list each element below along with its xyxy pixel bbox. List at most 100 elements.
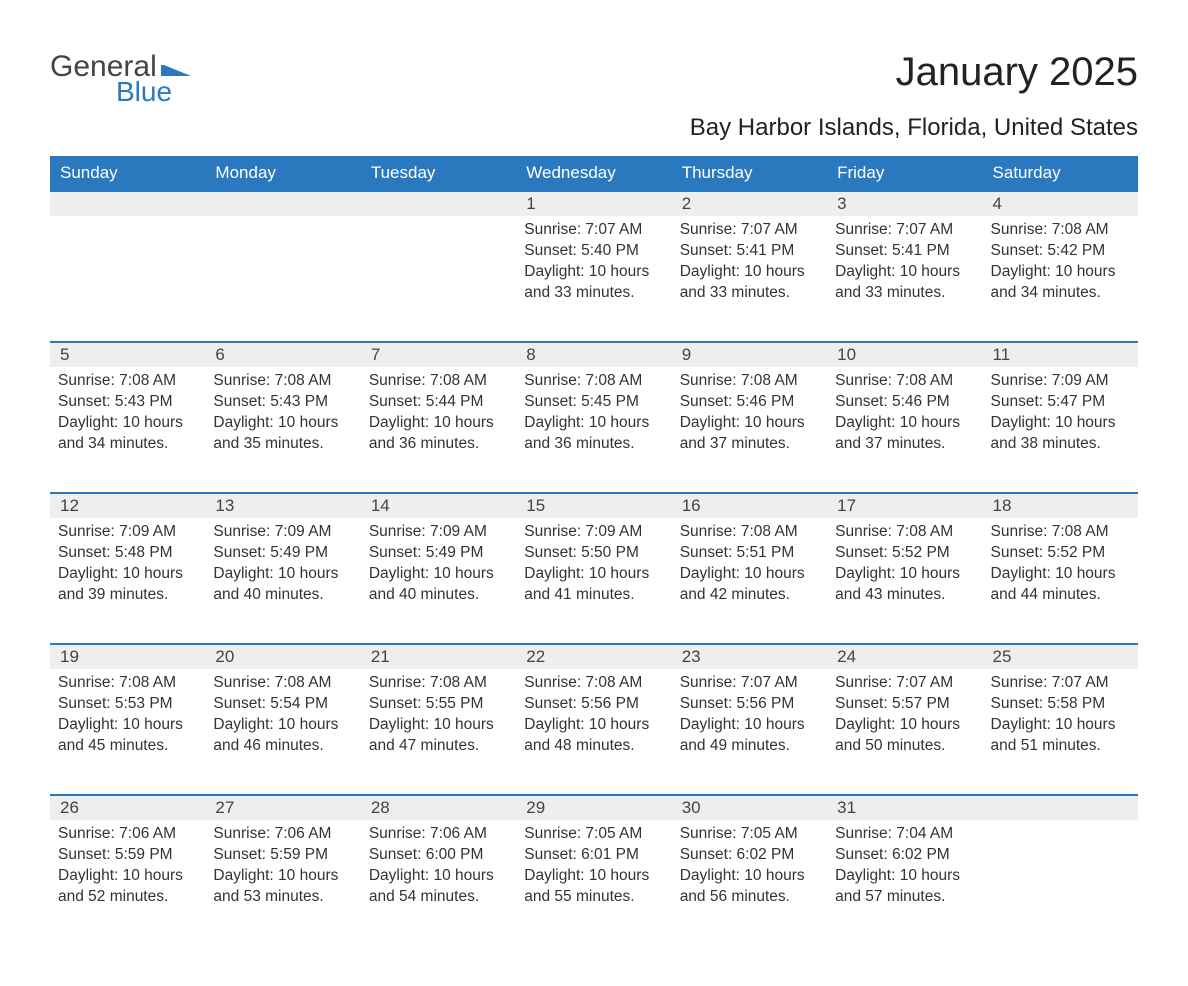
day-details: Sunrise: 7:05 AMSunset: 6:02 PMDaylight:… — [680, 820, 819, 908]
day-number-cell: 28 — [361, 795, 516, 820]
sunrise-line: Sunrise: 7:09 AM — [58, 522, 197, 543]
day-content-cell: Sunrise: 7:08 AMSunset: 5:53 PMDaylight:… — [50, 669, 205, 795]
day-content-cell: Sunrise: 7:09 AMSunset: 5:50 PMDaylight:… — [516, 518, 671, 644]
daylight-line: Daylight: 10 hours and 34 minutes. — [991, 262, 1130, 304]
day-details: Sunrise: 7:08 AMSunset: 5:54 PMDaylight:… — [213, 669, 352, 757]
day-number-cell: 6 — [205, 342, 360, 367]
sunrise-line: Sunrise: 7:07 AM — [524, 220, 663, 241]
day-content-cell: Sunrise: 7:08 AMSunset: 5:46 PMDaylight:… — [827, 367, 982, 493]
day-number-cell: 17 — [827, 493, 982, 518]
sunrise-line: Sunrise: 7:08 AM — [213, 673, 352, 694]
day-number-cell: 11 — [983, 342, 1138, 367]
day-details: Sunrise: 7:08 AMSunset: 5:43 PMDaylight:… — [213, 367, 352, 455]
day-content-cell: Sunrise: 7:08 AMSunset: 5:56 PMDaylight:… — [516, 669, 671, 795]
sunset-line: Sunset: 5:52 PM — [991, 543, 1130, 564]
day-number-cell: 15 — [516, 493, 671, 518]
logo: General Blue — [50, 50, 195, 108]
sunrise-line: Sunrise: 7:08 AM — [524, 371, 663, 392]
day-details: Sunrise: 7:07 AMSunset: 5:40 PMDaylight:… — [524, 216, 663, 304]
sunrise-line: Sunrise: 7:06 AM — [213, 824, 352, 845]
day-content-cell — [50, 216, 205, 342]
header: General Blue January 2025 — [50, 50, 1138, 108]
sunset-line: Sunset: 5:43 PM — [213, 392, 352, 413]
day-content-cell: Sunrise: 7:05 AMSunset: 6:02 PMDaylight:… — [672, 820, 827, 946]
day-number-cell: 4 — [983, 191, 1138, 216]
sunrise-line: Sunrise: 7:07 AM — [680, 673, 819, 694]
sunrise-line: Sunrise: 7:04 AM — [835, 824, 974, 845]
daylight-line: Daylight: 10 hours and 47 minutes. — [369, 715, 508, 757]
sunrise-line: Sunrise: 7:07 AM — [680, 220, 819, 241]
weekday-header: Wednesday — [516, 156, 671, 191]
day-number-cell: 29 — [516, 795, 671, 820]
day-content-row: Sunrise: 7:07 AMSunset: 5:40 PMDaylight:… — [50, 216, 1138, 342]
day-content-cell — [983, 820, 1138, 946]
day-details: Sunrise: 7:09 AMSunset: 5:48 PMDaylight:… — [58, 518, 197, 606]
daylight-line: Daylight: 10 hours and 35 minutes. — [213, 413, 352, 455]
day-content-cell: Sunrise: 7:08 AMSunset: 5:52 PMDaylight:… — [827, 518, 982, 644]
sunset-line: Sunset: 6:01 PM — [524, 845, 663, 866]
sunset-line: Sunset: 5:43 PM — [58, 392, 197, 413]
day-number-cell: 31 — [827, 795, 982, 820]
day-content-cell: Sunrise: 7:09 AMSunset: 5:48 PMDaylight:… — [50, 518, 205, 644]
sunset-line: Sunset: 5:56 PM — [680, 694, 819, 715]
sunset-line: Sunset: 5:48 PM — [58, 543, 197, 564]
daylight-line: Daylight: 10 hours and 43 minutes. — [835, 564, 974, 606]
daylight-line: Daylight: 10 hours and 41 minutes. — [524, 564, 663, 606]
weekday-header: Monday — [205, 156, 360, 191]
day-number-cell: 23 — [672, 644, 827, 669]
daylight-line: Daylight: 10 hours and 40 minutes. — [213, 564, 352, 606]
sunrise-line: Sunrise: 7:07 AM — [835, 673, 974, 694]
day-details: Sunrise: 7:08 AMSunset: 5:56 PMDaylight:… — [524, 669, 663, 757]
sunrise-line: Sunrise: 7:06 AM — [369, 824, 508, 845]
day-number-cell: 12 — [50, 493, 205, 518]
day-number-row: 19202122232425 — [50, 644, 1138, 669]
day-details: Sunrise: 7:06 AMSunset: 6:00 PMDaylight:… — [369, 820, 508, 908]
daylight-line: Daylight: 10 hours and 48 minutes. — [524, 715, 663, 757]
sunset-line: Sunset: 5:58 PM — [991, 694, 1130, 715]
daylight-line: Daylight: 10 hours and 36 minutes. — [524, 413, 663, 455]
day-number-cell: 9 — [672, 342, 827, 367]
day-details: Sunrise: 7:07 AMSunset: 5:58 PMDaylight:… — [991, 669, 1130, 757]
day-number-cell: 14 — [361, 493, 516, 518]
day-details: Sunrise: 7:06 AMSunset: 5:59 PMDaylight:… — [213, 820, 352, 908]
logo-text-blue: Blue — [116, 76, 195, 108]
day-content-cell: Sunrise: 7:06 AMSunset: 5:59 PMDaylight:… — [205, 820, 360, 946]
daylight-line: Daylight: 10 hours and 56 minutes. — [680, 866, 819, 908]
sunset-line: Sunset: 5:45 PM — [524, 392, 663, 413]
day-content-cell — [205, 216, 360, 342]
day-content-cell: Sunrise: 7:08 AMSunset: 5:51 PMDaylight:… — [672, 518, 827, 644]
sunrise-line: Sunrise: 7:05 AM — [680, 824, 819, 845]
day-number-row: 12131415161718 — [50, 493, 1138, 518]
daylight-line: Daylight: 10 hours and 52 minutes. — [58, 866, 197, 908]
day-content-cell: Sunrise: 7:08 AMSunset: 5:42 PMDaylight:… — [983, 216, 1138, 342]
day-content-cell: Sunrise: 7:08 AMSunset: 5:46 PMDaylight:… — [672, 367, 827, 493]
sunset-line: Sunset: 5:52 PM — [835, 543, 974, 564]
day-content-cell: Sunrise: 7:08 AMSunset: 5:43 PMDaylight:… — [205, 367, 360, 493]
sunrise-line: Sunrise: 7:08 AM — [369, 673, 508, 694]
sunrise-line: Sunrise: 7:08 AM — [680, 522, 819, 543]
day-number-cell: 30 — [672, 795, 827, 820]
sunrise-line: Sunrise: 7:08 AM — [58, 673, 197, 694]
sunset-line: Sunset: 5:59 PM — [213, 845, 352, 866]
daylight-line: Daylight: 10 hours and 40 minutes. — [369, 564, 508, 606]
sunset-line: Sunset: 5:57 PM — [835, 694, 974, 715]
sunset-line: Sunset: 5:47 PM — [991, 392, 1130, 413]
day-details: Sunrise: 7:08 AMSunset: 5:46 PMDaylight:… — [680, 367, 819, 455]
daylight-line: Daylight: 10 hours and 42 minutes. — [680, 564, 819, 606]
sunset-line: Sunset: 5:55 PM — [369, 694, 508, 715]
sunset-line: Sunset: 5:42 PM — [991, 241, 1130, 262]
page-title: January 2025 — [896, 50, 1138, 95]
day-details: Sunrise: 7:08 AMSunset: 5:44 PMDaylight:… — [369, 367, 508, 455]
day-details: Sunrise: 7:08 AMSunset: 5:52 PMDaylight:… — [991, 518, 1130, 606]
calendar-body: 1234Sunrise: 7:07 AMSunset: 5:40 PMDayli… — [50, 191, 1138, 946]
sunrise-line: Sunrise: 7:09 AM — [213, 522, 352, 543]
day-content-cell: Sunrise: 7:05 AMSunset: 6:01 PMDaylight:… — [516, 820, 671, 946]
daylight-line: Daylight: 10 hours and 45 minutes. — [58, 715, 197, 757]
daylight-line: Daylight: 10 hours and 44 minutes. — [991, 564, 1130, 606]
weekday-header-row: SundayMondayTuesdayWednesdayThursdayFrid… — [50, 156, 1138, 191]
day-details: Sunrise: 7:07 AMSunset: 5:57 PMDaylight:… — [835, 669, 974, 757]
day-content-cell: Sunrise: 7:09 AMSunset: 5:49 PMDaylight:… — [361, 518, 516, 644]
day-content-cell — [361, 216, 516, 342]
sunset-line: Sunset: 5:59 PM — [58, 845, 197, 866]
day-content-cell: Sunrise: 7:07 AMSunset: 5:58 PMDaylight:… — [983, 669, 1138, 795]
